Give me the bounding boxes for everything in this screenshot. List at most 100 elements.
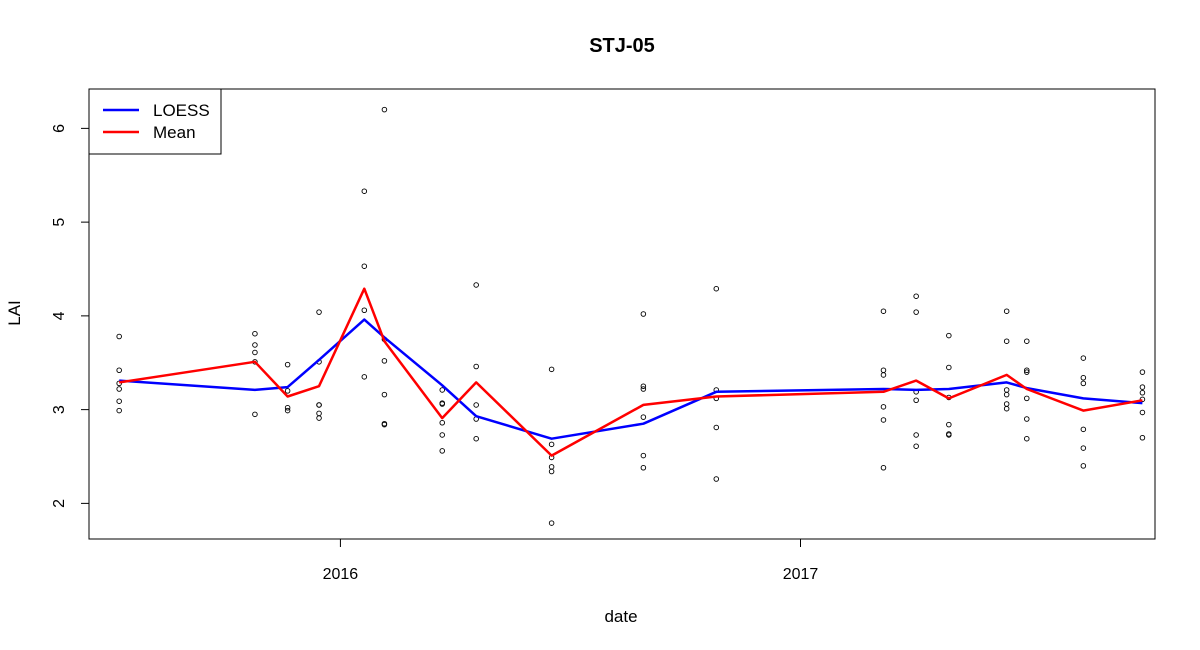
data-point [1139,384,1146,390]
data-point [1080,380,1087,387]
data-point [913,397,919,404]
plot-frame [88,88,1156,540]
data-point [116,386,122,392]
data-point [381,106,388,113]
y-axis-label: LAI [5,300,24,326]
data-point [116,398,122,404]
data-point [913,432,919,438]
data-point [252,349,258,356]
data-point [1139,390,1146,396]
data-point [713,424,720,431]
data-point [252,330,258,337]
data-point [381,391,388,398]
data-point [316,309,322,315]
data-point [880,367,887,374]
data-point [473,363,479,370]
chart-title: STJ-05 [589,35,655,57]
data-point [116,333,122,340]
y-tick-label: 4 [51,311,68,320]
data-point [913,293,919,299]
data-point [1080,355,1087,361]
data-point [640,383,647,389]
data-point [640,414,647,420]
data-point [1080,375,1087,381]
data-point [713,476,720,482]
data-point [1024,395,1030,402]
data-point [381,421,388,428]
data-point [946,364,952,371]
data-point [880,465,887,471]
data-point [946,332,952,339]
data-point [1139,396,1146,403]
x-tick-label: 2016 [323,566,359,583]
data-point [439,420,445,426]
data-point [913,309,919,315]
data-point [1003,308,1010,314]
data-point [381,358,388,364]
x-axis-label: date [604,607,637,626]
legend: LOESS Mean [88,88,222,155]
data-point [284,405,291,411]
data-point [116,407,122,414]
data-point [946,421,952,428]
data-point [640,386,647,392]
data-point [640,465,647,471]
data-point [316,402,322,408]
data-point [1024,416,1030,422]
series-lines [119,287,1143,457]
data-point [316,410,322,417]
data-point [1003,338,1010,344]
y-tick-label: 5 [51,218,68,227]
data-points [116,106,1146,526]
data-point [548,520,555,526]
data-point [473,402,479,408]
y-axis: 2 3 4 5 6 [51,124,90,508]
data-point [548,468,555,475]
data-point [252,411,258,418]
data-point [361,307,368,314]
data-point [116,367,122,374]
data-point [1080,463,1087,469]
data-point [439,448,445,454]
data-point [1139,409,1146,416]
data-point [473,282,479,288]
data-point [548,441,555,448]
x-axis: 2016 2017 [323,539,818,583]
data-point [361,188,368,194]
data-point [880,308,887,314]
data-point [1080,445,1087,451]
data-point [1003,387,1010,393]
data-point [1003,405,1010,412]
data-point [316,415,322,421]
data-point [284,407,291,414]
data-point [439,387,445,393]
legend-box [88,88,222,155]
y-tick-label: 3 [51,405,68,414]
series-line-mean [119,287,1143,457]
data-point [640,311,647,317]
legend-loess-label: LOESS [153,101,210,120]
data-point [880,404,887,410]
data-point [252,342,258,348]
data-point [1024,338,1030,344]
data-point [946,432,952,438]
data-point [1024,369,1030,375]
data-point [880,417,887,423]
data-point [548,464,555,470]
data-point [361,263,368,269]
data-point [1139,369,1146,375]
y-tick-label: 2 [51,499,68,508]
data-point [1003,401,1010,407]
data-point [1024,367,1030,374]
data-point [640,452,647,459]
data-point [1080,426,1087,433]
data-point [473,435,479,442]
data-point [548,366,555,373]
data-point [439,401,445,407]
y-tick-label: 6 [51,124,68,133]
legend-mean-label: Mean [153,123,196,142]
data-point [913,443,919,449]
data-point [713,285,720,292]
data-point [1139,435,1146,441]
